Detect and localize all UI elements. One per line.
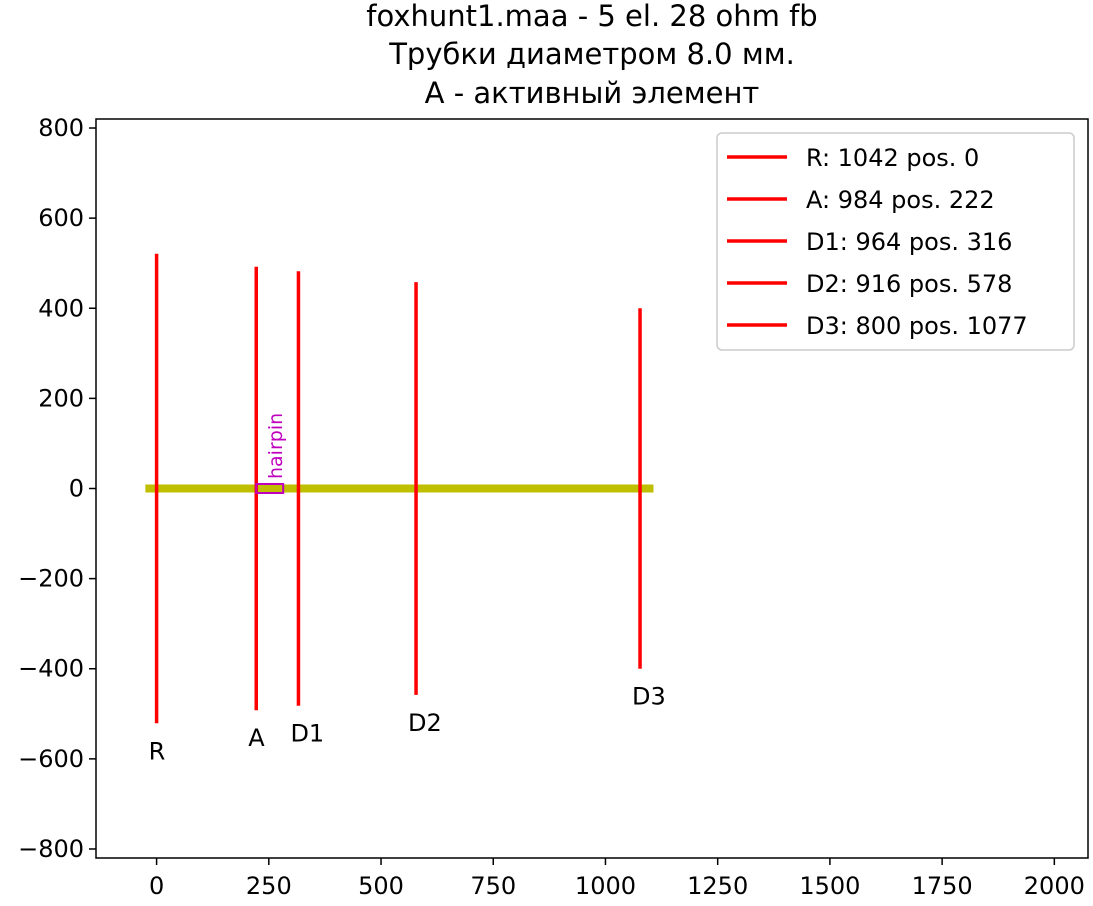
element-labels-layer: R A D1 D2 D3 (149, 683, 666, 766)
hairpin-loop (255, 482, 285, 495)
legend-label-r: R: 1042 pos. 0 (806, 144, 979, 172)
x-tick-label-1000: 1000 (575, 872, 636, 900)
x-tick-label-1250: 1250 (687, 872, 748, 900)
element-label-d2: D2 (408, 709, 442, 737)
legend-label-d1: D1: 964 pos. 316 (806, 228, 1012, 256)
title-line-2: Трубки диаметром 8.0 мм. (388, 37, 795, 71)
element-label-d3: D3 (632, 683, 666, 711)
element-label-a: A (248, 724, 265, 752)
hairpin-layer: hairpin (255, 413, 287, 495)
y-tick-label--200: −200 (18, 565, 84, 593)
chart-title: foxhunt1.maa - 5 el. 28 ohm fb Трубки ди… (366, 0, 817, 110)
hairpin-label: hairpin (265, 413, 287, 479)
y-tick-label-600: 600 (38, 204, 84, 232)
x-tick-label-1750: 1750 (912, 872, 973, 900)
y-tick-label--800: −800 (18, 835, 84, 863)
x-tick-label-2000: 2000 (1024, 872, 1085, 900)
x-tick-label-0: 0 (149, 872, 164, 900)
y-tick-label-0: 0 (69, 475, 84, 503)
y-tick-label-200: 200 (38, 384, 84, 412)
plot-area: hairpin R A D1 D2 D3 (145, 253, 666, 766)
legend-entries: R: 1042 pos. 0 A: 984 pos. 222 D1: 964 pos… (727, 144, 1028, 340)
x-tick-label-1500: 1500 (799, 872, 860, 900)
element-label-r: R (149, 737, 166, 765)
y-axis: 800 600 400 200 0 −200 −400 −600 −800 (18, 114, 96, 863)
title-line-3: A - активный элемент (425, 76, 760, 110)
x-axis: 0 250 500 750 1000 1250 1500 1750 2000 (149, 858, 1085, 900)
x-tick-label-500: 500 (358, 872, 404, 900)
element-label-d1: D1 (290, 720, 324, 748)
y-tick-label--400: −400 (18, 655, 84, 683)
title-line-1: foxhunt1.maa - 5 el. 28 ohm fb (366, 0, 817, 33)
legend-label-d2: D2: 916 pos. 578 (806, 270, 1012, 298)
legend-label-d3: D3: 800 pos. 1077 (806, 312, 1028, 340)
x-tick-label-250: 250 (246, 872, 292, 900)
legend: R: 1042 pos. 0 A: 984 pos. 222 D1: 964 pos… (716, 132, 1075, 351)
legend-label-a: A: 984 pos. 222 (806, 186, 995, 214)
y-tick-label-400: 400 (38, 294, 84, 322)
y-tick-label-800: 800 (38, 114, 84, 142)
y-tick-label--600: −600 (18, 745, 84, 773)
legend-box (716, 132, 1075, 351)
x-tick-label-750: 750 (470, 872, 516, 900)
